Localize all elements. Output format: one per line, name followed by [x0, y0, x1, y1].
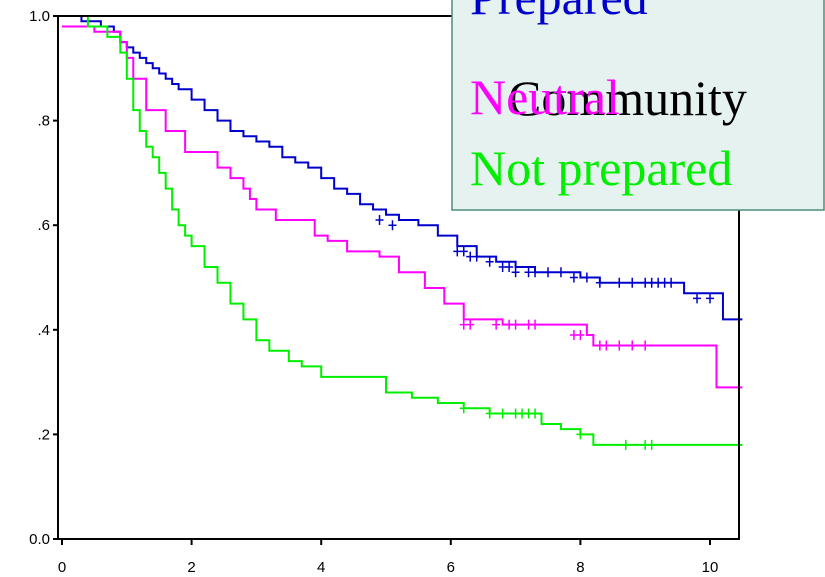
legend-entry-prepared: Prepared	[470, 0, 648, 25]
y-tick-label: 1.0	[29, 8, 50, 25]
censor-mark-prepared	[595, 277, 604, 288]
censor-mark-neutral	[628, 340, 637, 351]
censor-mark-neutral	[466, 319, 475, 330]
censor-layer	[375, 214, 714, 450]
censor-mark-not-prepared	[498, 408, 507, 419]
censor-mark-neutral	[615, 340, 624, 351]
censor-mark-not-prepared	[647, 439, 656, 450]
x-tick-label: 2	[187, 559, 195, 576]
censor-mark-prepared	[375, 214, 384, 225]
censor-mark-neutral	[576, 330, 585, 341]
censor-mark-prepared	[693, 293, 702, 304]
censor-mark-neutral	[511, 319, 520, 330]
censor-mark-neutral	[531, 319, 540, 330]
axis-layer: 0 2 4 6 8 10 0.0 .2 .4 .6 .8 1.0	[29, 8, 718, 576]
censor-mark-neutral	[492, 319, 501, 330]
y-tick-label: .6	[37, 217, 50, 234]
legend-entry-not-prepared: Not prepared	[470, 140, 732, 196]
censor-mark-neutral	[602, 340, 611, 351]
legend-box	[451, 0, 825, 211]
censor-mark-prepared	[388, 220, 397, 231]
y-tick-label: .8	[37, 113, 50, 130]
x-tick-label: 8	[576, 559, 584, 576]
censor-mark-not-prepared	[531, 408, 540, 419]
censor-mark-prepared	[544, 267, 552, 278]
x-tick-label: 10	[702, 559, 719, 576]
legend: Community Prepared Neutral Not prepared	[451, 0, 825, 211]
censor-mark-prepared	[569, 272, 578, 283]
y-tick-label: 0.0	[29, 531, 50, 548]
censor-mark-prepared	[556, 267, 565, 278]
censor-mark-prepared	[531, 267, 540, 278]
censor-mark-prepared	[706, 293, 714, 304]
censor-mark-prepared	[485, 256, 494, 267]
x-tick-label: 0	[58, 559, 66, 576]
censor-mark-prepared	[667, 277, 676, 288]
censor-mark-not-prepared	[459, 403, 468, 414]
censor-mark-prepared	[505, 262, 514, 273]
censor-mark-prepared	[582, 272, 591, 283]
series-line-neutral	[62, 25, 743, 389]
censor-mark-prepared	[459, 246, 468, 257]
censor-mark-not-prepared	[485, 408, 494, 419]
y-tick-label: .4	[37, 322, 50, 339]
censor-mark-not-prepared	[621, 439, 630, 450]
legend-title: Community	[508, 70, 747, 126]
censor-mark-neutral	[641, 340, 650, 351]
censor-mark-prepared	[511, 267, 520, 278]
censor-mark-prepared	[472, 251, 481, 262]
y-tick-label: .2	[37, 426, 50, 443]
plot-frame	[57, 15, 740, 540]
x-tick-label: 4	[317, 559, 325, 576]
series-line-prepared	[62, 15, 743, 321]
censor-mark-prepared	[628, 277, 637, 288]
legend-entry-neutral: Neutral	[470, 69, 620, 125]
censor-mark-prepared	[615, 277, 624, 288]
x-tick-label: 6	[447, 559, 455, 576]
censor-mark-not-prepared	[576, 429, 585, 440]
